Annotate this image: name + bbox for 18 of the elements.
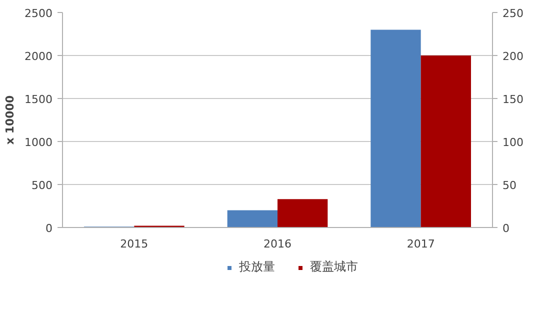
- y-tick-label: 1000: [24, 136, 53, 149]
- x-tick-label: 2016: [264, 238, 292, 250]
- legend-label: 覆盖城市: [310, 258, 358, 276]
- y2-tick-label: 200: [502, 50, 524, 63]
- y2-tick-label: 50: [502, 179, 516, 192]
- y-axis-title: x 10000: [4, 95, 17, 145]
- y-tick-label: 1500: [24, 93, 53, 106]
- x-tick-label: 2017: [406, 238, 435, 250]
- y-tick-label: 2500: [24, 7, 53, 20]
- y2-tick-label: 0: [502, 222, 510, 235]
- y-tick-label: 2000: [24, 50, 53, 63]
- y2-tick-label: 250: [502, 7, 524, 20]
- y-tick-label: 500: [32, 179, 53, 192]
- y-tick-label: 0: [46, 222, 52, 235]
- y2-tick-label: 150: [502, 93, 524, 106]
- x-tick-label: 2015: [120, 238, 148, 250]
- legend-label: 投放量: [239, 258, 275, 276]
- y2-tick-label: 100: [502, 136, 524, 149]
